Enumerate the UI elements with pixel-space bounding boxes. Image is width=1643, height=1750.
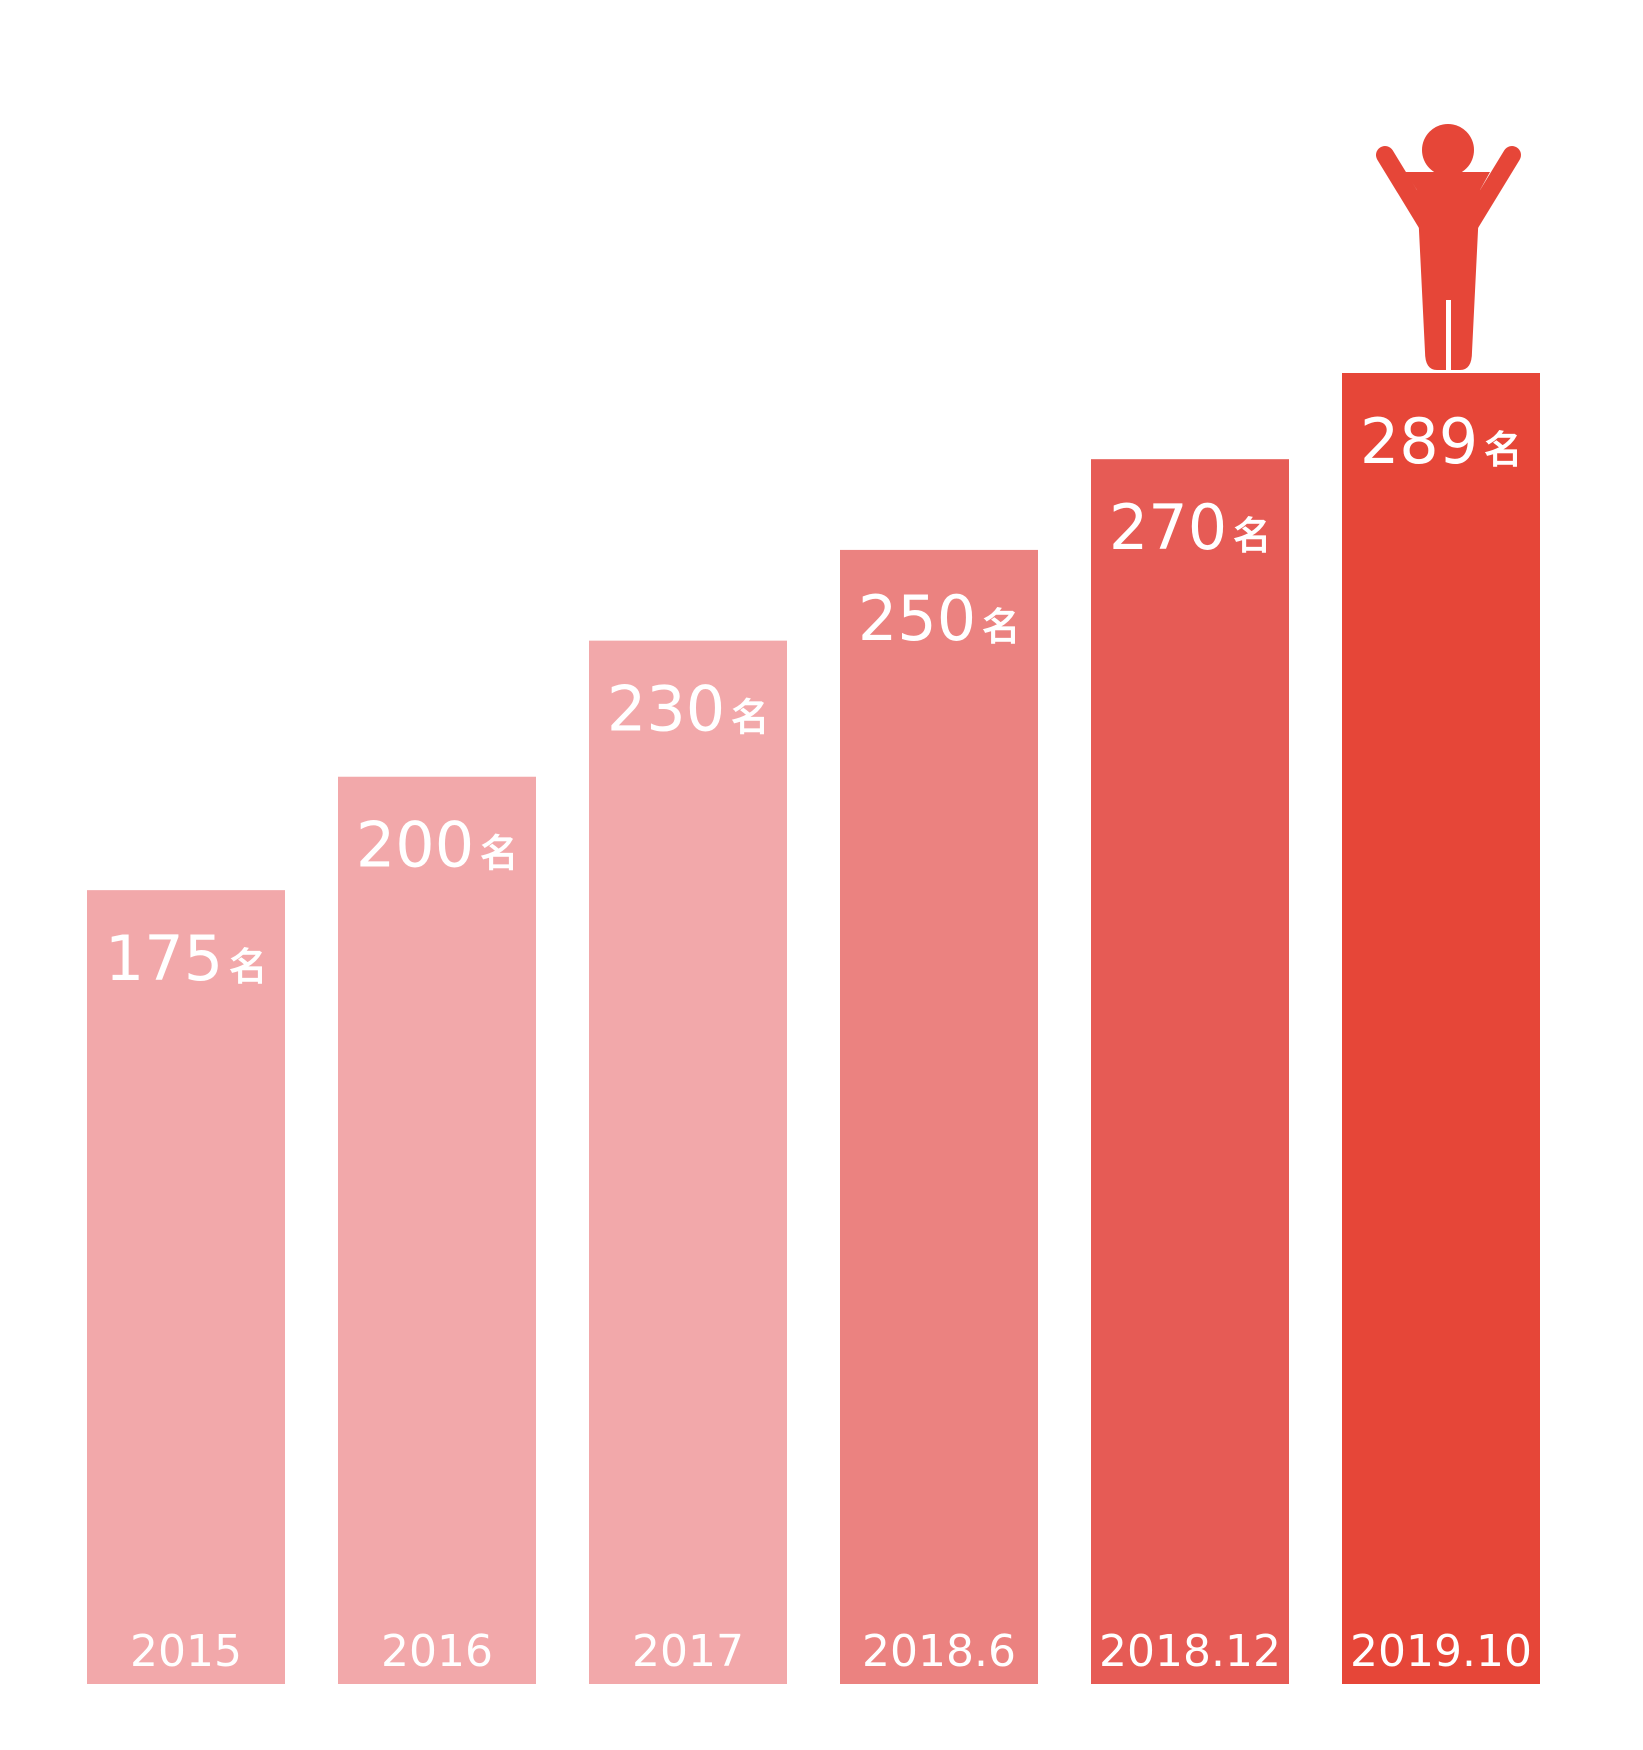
- bar-2018.12: [1091, 459, 1289, 1684]
- bar-2016: [338, 776, 536, 1684]
- bar-category-label: 2018.12: [1099, 1626, 1281, 1677]
- bar-category-label: 2017: [632, 1626, 744, 1677]
- bar-category-label: 2018.6: [862, 1626, 1016, 1677]
- bar-value-label: 270 名: [1109, 491, 1271, 564]
- bar-category-label: 2016: [381, 1626, 493, 1677]
- bar-2018.6: [840, 549, 1038, 1684]
- bar-2019.10: [1342, 373, 1540, 1684]
- bar-2017: [589, 640, 787, 1685]
- bar-category-label: 2019.10: [1350, 1626, 1532, 1677]
- person-arms-raised-icon: [1376, 124, 1521, 370]
- bar-category-label: 2015: [130, 1626, 242, 1677]
- bar-value-label: 230 名: [607, 673, 769, 746]
- bar-2015: [87, 890, 285, 1684]
- bar-value-label: 250 名: [858, 582, 1020, 655]
- bar-value-label: 200 名: [356, 809, 518, 882]
- bars-group: 175 名 2015 200 名 2016 230 名 2017 250 名 2018.6 270 名 20…: [87, 373, 1540, 1685]
- bar-value-label: 175 名: [105, 922, 267, 995]
- bar-value-label: 289 名: [1360, 405, 1522, 478]
